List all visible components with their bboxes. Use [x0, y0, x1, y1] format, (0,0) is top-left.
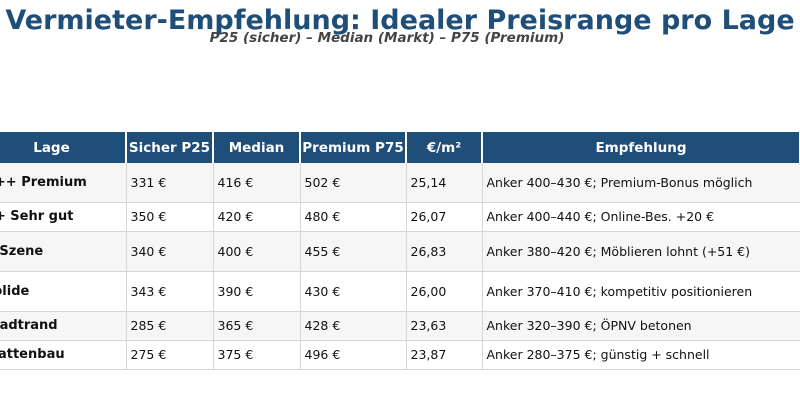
table-row: + Szene 340 € 400 € 455 € 26,83 Anker 38…: [0, 231, 800, 272]
cell-price-per-sqm: 26,07: [406, 202, 483, 232]
cell-p75: 480 €: [300, 202, 407, 232]
header-sicher-p25: Sicher P25: [126, 132, 214, 163]
cell-empfehlung: Anker 400–440 €; Online-Bes. +20 €: [482, 202, 800, 232]
cell-median: 416 €: [213, 163, 301, 203]
cell-lage: Plattenbau: [0, 340, 127, 370]
page-title: Vermieter-Empfehlung: Idealer Preisrange…: [5, 5, 795, 36]
header-median: Median: [213, 132, 301, 163]
header-lage: Lage: [0, 132, 127, 163]
cell-lage: + Szene: [0, 231, 127, 272]
cell-empfehlung: Anker 280–375 €; günstig + schnell: [482, 340, 800, 370]
table-row: Solide 343 € 390 € 430 € 26,00 Anker 370…: [0, 271, 800, 312]
cell-empfehlung: Anker 370–410 €; kompetitiv positioniere…: [482, 271, 800, 312]
cell-median: 400 €: [213, 231, 301, 272]
cell-p25: 343 €: [126, 271, 214, 312]
table-header-row: Lage Sicher P25 Median Premium P75 €/m² …: [0, 132, 800, 163]
page-subtitle: P25 (sicher) – Median (Markt) – P75 (Pre…: [209, 30, 565, 46]
cell-lage: ++ Sehr gut: [0, 202, 127, 232]
header-premium-p75: Premium P75: [300, 132, 407, 163]
table-row: +++ Premium 331 € 416 € 502 € 25,14 Anke…: [0, 163, 800, 203]
cell-lage: Solide: [0, 271, 127, 312]
cell-p25: 340 €: [126, 231, 214, 272]
cell-p75: 455 €: [300, 231, 407, 272]
header-price-per-sqm: €/m²: [406, 132, 483, 163]
cell-p75: 430 €: [300, 271, 407, 312]
cell-p75: 428 €: [300, 311, 407, 341]
cell-empfehlung: Anker 380–420 €; Möblieren lohnt (+51 €): [482, 231, 800, 272]
cell-empfehlung: Anker 400–430 €; Premium-Bonus möglich: [482, 163, 800, 203]
cell-median: 420 €: [213, 202, 301, 232]
cell-p25: 285 €: [126, 311, 214, 341]
cell-price-per-sqm: 26,83: [406, 231, 483, 272]
cell-price-per-sqm: 23,63: [406, 311, 483, 341]
cell-lage: Stadtrand: [0, 311, 127, 341]
cell-p25: 331 €: [126, 163, 214, 203]
cell-price-per-sqm: 23,87: [406, 340, 483, 370]
cell-p75: 496 €: [300, 340, 407, 370]
header-empfehlung: Empfehlung: [482, 132, 800, 163]
cell-price-per-sqm: 26,00: [406, 271, 483, 312]
recommendation-table: Lage Sicher P25 Median Premium P75 €/m² …: [0, 132, 800, 370]
cell-empfehlung: Anker 320–390 €; ÖPNV betonen: [482, 311, 800, 341]
table-row: Plattenbau 275 € 375 € 496 € 23,87 Anker…: [0, 340, 800, 370]
cell-p25: 275 €: [126, 340, 214, 370]
table-row: ++ Sehr gut 350 € 420 € 480 € 26,07 Anke…: [0, 202, 800, 232]
cell-lage: +++ Premium: [0, 163, 127, 203]
cell-median: 390 €: [213, 271, 301, 312]
cell-median: 365 €: [213, 311, 301, 341]
cell-median: 375 €: [213, 340, 301, 370]
cell-p25: 350 €: [126, 202, 214, 232]
cell-price-per-sqm: 25,14: [406, 163, 483, 203]
cell-p75: 502 €: [300, 163, 407, 203]
table-row: Stadtrand 285 € 365 € 428 € 23,63 Anker …: [0, 311, 800, 341]
